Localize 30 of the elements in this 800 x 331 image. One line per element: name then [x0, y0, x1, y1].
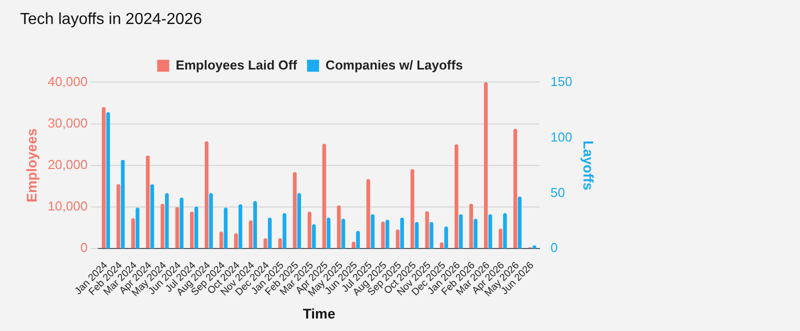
bar	[454, 144, 458, 248]
bar	[322, 144, 326, 248]
bar	[484, 82, 488, 248]
y2-axis-title: Layoffs	[580, 140, 597, 191]
y-tick-label: 20,000	[48, 157, 88, 172]
bar	[513, 128, 518, 248]
bar	[238, 204, 242, 249]
x-axis-title: Time	[302, 305, 336, 322]
y2-tick-label: 0	[550, 240, 558, 256]
legend-label: Companies w/ Layoffs	[326, 57, 463, 72]
y-tick-label: 0	[80, 240, 88, 256]
bar	[278, 238, 282, 248]
y2-tick-label: 50	[550, 184, 565, 200]
bar	[356, 230, 360, 249]
bar	[488, 214, 492, 249]
bar	[326, 218, 330, 249]
y-tick-label: 40,000	[48, 74, 88, 89]
bar	[410, 169, 414, 248]
y2-tick-label: 150	[550, 74, 572, 89]
bar	[224, 208, 228, 249]
bar	[282, 213, 286, 249]
y-tick-label: 30,000	[48, 115, 88, 130]
chart-title: Tech layoffs in 2024-2026	[20, 11, 202, 28]
y-axis-title: Employees	[23, 128, 40, 202]
y2-tick-label: 100	[550, 129, 572, 144]
y-tick-label: 10,000	[48, 198, 88, 214]
bar	[366, 179, 370, 248]
bar	[444, 226, 448, 249]
bar	[268, 218, 272, 249]
legend-label: Employees Laid Off	[176, 57, 298, 72]
